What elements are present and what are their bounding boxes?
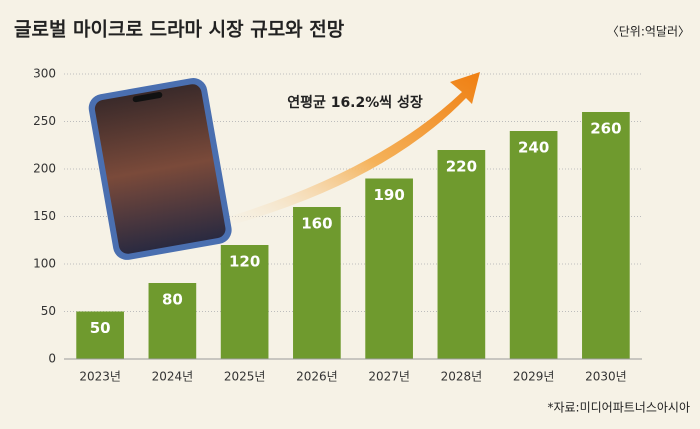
phone-notch bbox=[132, 92, 163, 103]
annotation: 연평균 16.2%씩 성장 bbox=[287, 94, 423, 111]
value-label: 190 bbox=[373, 186, 404, 204]
value-label: 120 bbox=[229, 253, 260, 271]
plot-area: 0 50 100 150 200 250 300 2023년 50 2024년 80 2025년 120… bbox=[33, 67, 642, 384]
x-tick-label: 2026년 bbox=[296, 370, 338, 384]
unit-note: 〈단위:억달러〉 bbox=[607, 25, 690, 39]
bar bbox=[582, 112, 630, 359]
y-tick-label: 200 bbox=[33, 162, 56, 176]
x-tick-label: 2024년 bbox=[152, 370, 194, 384]
y-tick-label: 100 bbox=[33, 257, 56, 271]
x-tick-label: 2028년 bbox=[441, 370, 483, 384]
x-tick-label: 2029년 bbox=[513, 370, 555, 384]
y-tick-label: 50 bbox=[41, 304, 56, 318]
bar bbox=[76, 311, 124, 359]
value-label: 240 bbox=[518, 139, 549, 157]
y-tick-label: 250 bbox=[33, 114, 56, 128]
y-tick-label: 300 bbox=[33, 67, 56, 81]
chart-title: 글로벌 마이크로 드라마 시장 규모와 전망 bbox=[14, 19, 345, 41]
x-tick-label: 2027년 bbox=[368, 370, 410, 384]
x-tick-label: 2025년 bbox=[224, 370, 266, 384]
value-label: 260 bbox=[590, 120, 621, 138]
growth-arrow bbox=[225, 72, 480, 226]
source-note: *자료:미디어파트너스아시아 bbox=[547, 401, 690, 415]
x-tick-label: 2023년 bbox=[79, 370, 121, 384]
y-tick-label: 150 bbox=[33, 209, 56, 223]
bar bbox=[293, 207, 341, 359]
value-label: 50 bbox=[90, 319, 111, 337]
x-tick-label: 2030년 bbox=[585, 370, 627, 384]
value-label: 160 bbox=[301, 215, 332, 233]
bar bbox=[365, 178, 413, 359]
y-tick-label: 0 bbox=[48, 352, 56, 366]
bar bbox=[509, 131, 558, 359]
bar bbox=[148, 283, 197, 359]
bar bbox=[220, 245, 269, 359]
phone-illustration bbox=[88, 78, 232, 260]
value-label: 80 bbox=[162, 291, 183, 309]
phone-screen bbox=[94, 84, 226, 254]
bar bbox=[437, 150, 486, 359]
value-label: 220 bbox=[446, 158, 477, 176]
